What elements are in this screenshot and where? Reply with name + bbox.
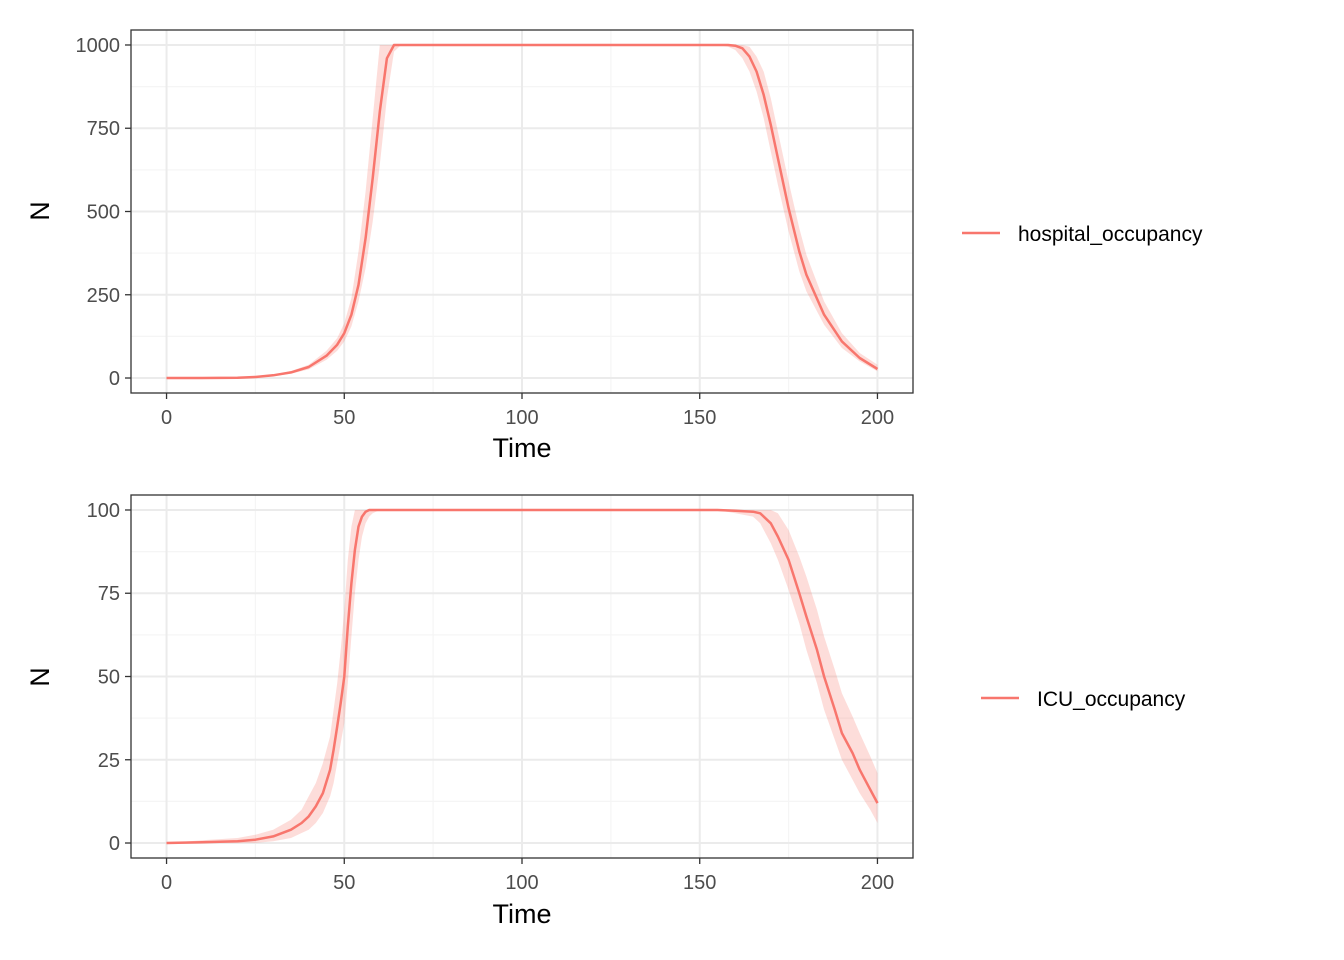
icu-legend-label: ICU_occupancy <box>1037 688 1186 711</box>
icu-x-tick-label: 150 <box>683 872 716 894</box>
hospital-x-tick-label: 150 <box>683 407 716 429</box>
hospital-line-layer <box>166 43 879 380</box>
icu-y-tick-label: 75 <box>98 583 120 605</box>
hospital-x-axis: 0 50 100 150 200 <box>161 393 894 429</box>
hospital-x-tick-label: 50 <box>333 407 355 429</box>
icu-x-tick-label: 200 <box>861 872 894 894</box>
hospital-x-axis-title: Time <box>493 433 552 463</box>
hospital-y-tick-label: 750 <box>87 118 120 140</box>
icu-grid <box>131 495 913 858</box>
icu-line-layer <box>166 508 879 845</box>
hospital-x-tick-label: 200 <box>861 407 894 429</box>
icu-y-tick-label: 100 <box>87 500 120 522</box>
hospital-y-tick-label: 250 <box>87 285 120 307</box>
hospital-y-axis-title: N <box>25 201 55 221</box>
hospital-legend: hospital_occupancy <box>962 223 1203 246</box>
icu-y-axis: 0 25 50 75 100 <box>87 500 131 855</box>
hospital-legend-label: hospital_occupancy <box>1018 223 1203 246</box>
hospital-y-tick-label: 0 <box>109 368 120 390</box>
icu-series-line <box>166 508 879 845</box>
icu-occupancy-chart: 0 50 100 150 200 0 25 50 75 100 Time N ICU_occup… <box>25 494 1186 929</box>
icu-y-tick-label: 0 <box>109 833 120 855</box>
hospital-grid <box>131 30 913 393</box>
icu-y-tick-label: 25 <box>98 750 120 772</box>
icu-y-tick-label: 50 <box>98 667 120 689</box>
hospital-y-tick-label: 1000 <box>76 35 121 57</box>
icu-legend: ICU_occupancy <box>981 688 1186 711</box>
icu-x-axis: 0 50 100 150 200 <box>161 858 894 894</box>
hospital-x-tick-label: 100 <box>505 407 538 429</box>
icu-x-tick-label: 0 <box>161 872 172 894</box>
hospital-x-tick-label: 0 <box>161 407 172 429</box>
hospital-y-axis: 0 250 500 750 1000 <box>76 35 131 390</box>
hospital-y-tick-label: 500 <box>87 202 120 224</box>
icu-x-tick-label: 50 <box>333 872 355 894</box>
icu-x-tick-label: 100 <box>505 872 538 894</box>
hospital-occupancy-chart: 0 50 100 150 200 0 250 500 750 1000 Time N hospi… <box>25 29 1203 463</box>
icu-x-axis-title: Time <box>493 899 552 929</box>
icu-y-axis-title: N <box>25 667 55 687</box>
hospital-series-line <box>166 43 879 380</box>
